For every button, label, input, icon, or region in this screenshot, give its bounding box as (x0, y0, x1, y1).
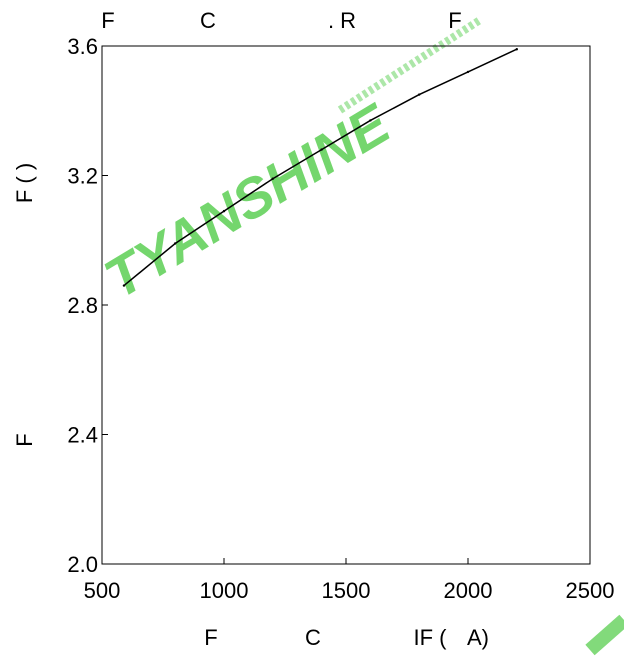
y-axis-label-fragment: F ( ) (12, 163, 37, 203)
y-tick-label: 3.6 (67, 34, 98, 59)
title-fragment: . R (328, 8, 356, 33)
data-point (122, 284, 126, 287)
y-tick-label: 2.8 (67, 293, 98, 318)
y-axis-label-fragment: F (12, 433, 37, 446)
y-tick-label: 2.4 (67, 423, 98, 448)
data-point (320, 148, 323, 151)
x-axis-label-fragment: C (305, 625, 321, 650)
data-point (222, 209, 226, 213)
x-tick-label: 1000 (200, 578, 249, 603)
title-fragment: C (200, 8, 216, 33)
y-tick-label: 2.0 (67, 552, 98, 577)
title-fragment: F (448, 8, 461, 33)
x-tick-label: 2000 (444, 578, 493, 603)
x-tick-label: 1500 (322, 578, 371, 603)
data-point (418, 93, 421, 96)
title-fragment: F (101, 8, 114, 33)
y-tick-label: 3.2 (67, 164, 98, 189)
watermark: TYANSHINE (94, 16, 624, 656)
data-point (466, 70, 470, 74)
data-point (515, 48, 518, 51)
x-axis-label-fragment: A) (467, 625, 489, 650)
x-axis-label-fragment: F (204, 625, 217, 650)
data-point (174, 242, 177, 245)
x-tick-label: 500 (84, 578, 121, 603)
svg-text:TYANSHINE: TYANSHINE (94, 91, 402, 310)
data-point (369, 119, 372, 122)
data-point (271, 177, 274, 180)
x-axis-label-fragment: IF ( (414, 625, 448, 650)
x-tick-label: 2500 (566, 578, 615, 603)
